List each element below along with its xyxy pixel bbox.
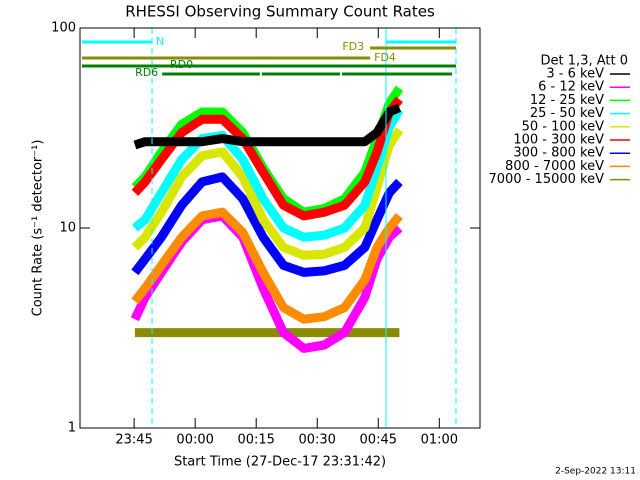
legend-label: 300 - 800 keV bbox=[513, 146, 604, 161]
legend-label: 25 - 50 keV bbox=[530, 106, 604, 121]
footer: 2-Sep-2022 13:11 bbox=[555, 467, 636, 477]
x-axis-label: Start Time (27-Dec-17 23:31:42) bbox=[174, 455, 386, 470]
series-line bbox=[132, 107, 404, 242]
x-tick-label: 23:45 bbox=[115, 433, 152, 448]
series-line bbox=[131, 127, 404, 260]
legend-label: 3 - 6 keV bbox=[546, 67, 604, 82]
flag-label: RD0 bbox=[170, 58, 193, 71]
flag-label: N bbox=[156, 35, 164, 48]
chart-title: RHESSI Observing Summary Count Rates bbox=[125, 3, 435, 21]
flag-label: RD6 bbox=[135, 66, 158, 79]
legend-label: 7000 - 15000 keV bbox=[489, 172, 605, 187]
legend-label: 100 - 300 keV bbox=[513, 133, 604, 148]
x-tick-label: 00:15 bbox=[237, 433, 274, 448]
legend-label: 50 - 100 keV bbox=[522, 119, 605, 134]
series-line bbox=[131, 172, 403, 277]
flag-label: FD4 bbox=[374, 51, 396, 64]
y-tick-label: 100 bbox=[51, 21, 76, 36]
x-tick-label: 01:00 bbox=[421, 433, 458, 448]
legend-label: 12 - 25 keV bbox=[530, 93, 604, 108]
x-tick-label: 00:30 bbox=[298, 433, 335, 448]
series-line bbox=[133, 103, 402, 150]
legend-label: 800 - 7000 keV bbox=[505, 159, 604, 174]
legend-label: 6 - 12 keV bbox=[538, 80, 604, 95]
y-tick-label: 1 bbox=[68, 421, 76, 436]
y-tick-label: 10 bbox=[59, 221, 76, 236]
series-line bbox=[131, 207, 403, 324]
plot-area: N FD3 FD4 RD0 RD6 bbox=[82, 28, 457, 428]
x-tick-label: 00:45 bbox=[360, 433, 397, 448]
legend-title: Det 1,3, Att 0 bbox=[541, 54, 628, 69]
x-tick-label: 00:00 bbox=[176, 433, 213, 448]
y-axis-label: Count Rate (s⁻¹ detector⁻¹) bbox=[31, 140, 46, 317]
flag-label: FD3 bbox=[342, 40, 364, 53]
